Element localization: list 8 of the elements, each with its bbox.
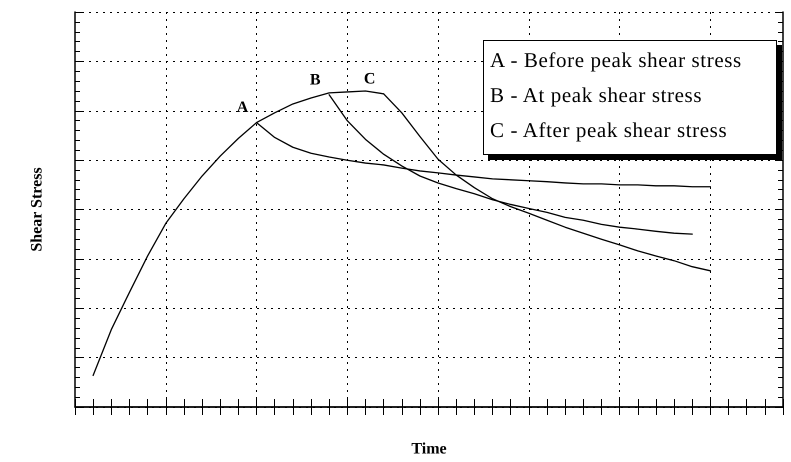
- series-label: C: [364, 70, 376, 88]
- y-axis-title: Shear Stress: [28, 167, 46, 252]
- annotation: B - At peak shear stress: [490, 82, 704, 109]
- text: A - Before peak shear stress: [490, 47, 743, 74]
- annotation: C - After peak shear stress: [490, 117, 728, 144]
- series-label: B: [310, 71, 321, 88]
- x-axis-title: Time: [411, 440, 447, 458]
- series-label: A: [236, 99, 249, 116]
